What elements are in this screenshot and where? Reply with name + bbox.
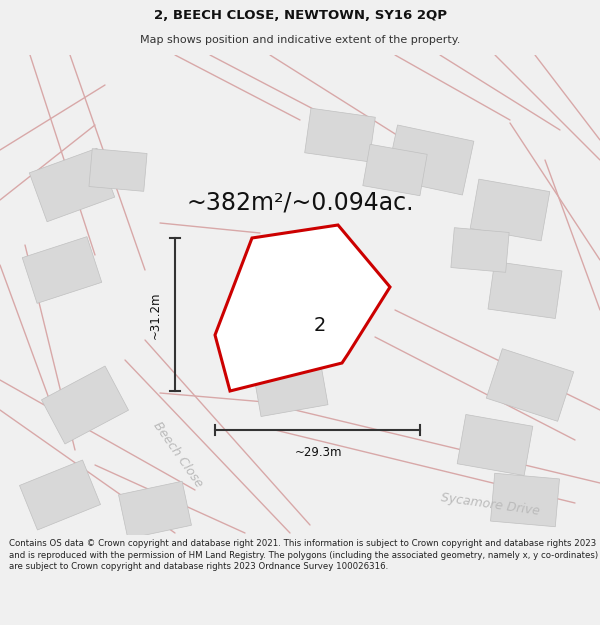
Polygon shape <box>487 349 574 421</box>
Polygon shape <box>252 354 328 416</box>
Polygon shape <box>215 225 390 391</box>
Text: ~382m²/~0.094ac.: ~382m²/~0.094ac. <box>186 191 414 215</box>
Polygon shape <box>305 108 376 162</box>
Polygon shape <box>363 144 427 196</box>
Polygon shape <box>491 473 559 527</box>
Polygon shape <box>119 481 191 539</box>
Text: ~31.2m: ~31.2m <box>149 291 161 339</box>
Text: Sycamore Drive: Sycamore Drive <box>440 492 540 518</box>
Text: 2: 2 <box>314 316 326 335</box>
Polygon shape <box>41 366 128 444</box>
Polygon shape <box>457 414 533 476</box>
Text: Map shows position and indicative extent of the property.: Map shows position and indicative extent… <box>140 34 460 44</box>
Text: 2, BEECH CLOSE, NEWTOWN, SY16 2QP: 2, BEECH CLOSE, NEWTOWN, SY16 2QP <box>154 9 446 22</box>
Text: Beech Close: Beech Close <box>151 420 205 490</box>
Polygon shape <box>29 148 115 222</box>
Text: ~29.3m: ~29.3m <box>294 446 342 459</box>
Polygon shape <box>22 237 102 303</box>
Polygon shape <box>89 149 147 191</box>
Polygon shape <box>470 179 550 241</box>
Text: Contains OS data © Crown copyright and database right 2021. This information is : Contains OS data © Crown copyright and d… <box>9 539 598 571</box>
Polygon shape <box>451 228 509 272</box>
Polygon shape <box>488 261 562 319</box>
Polygon shape <box>19 460 101 530</box>
Polygon shape <box>386 125 474 195</box>
